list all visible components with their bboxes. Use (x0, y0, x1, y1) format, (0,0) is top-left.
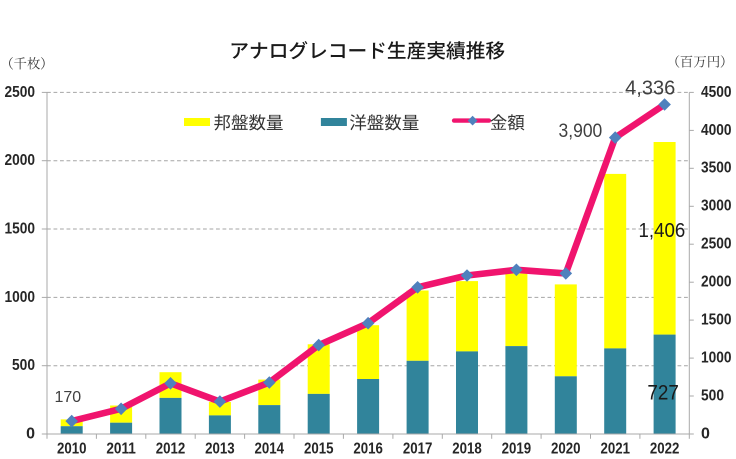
svg-text:4,336: 4,336 (625, 78, 675, 100)
svg-text:0: 0 (701, 425, 710, 442)
svg-text:500: 500 (701, 387, 724, 404)
svg-text:2500: 2500 (701, 236, 732, 253)
svg-text:2014: 2014 (255, 441, 285, 458)
svg-text:2019: 2019 (502, 441, 532, 458)
svg-text:1500: 1500 (5, 220, 36, 237)
svg-text:2016: 2016 (353, 441, 383, 458)
svg-text:2010: 2010 (57, 441, 87, 458)
svg-text:3000: 3000 (701, 198, 732, 215)
svg-text:2000: 2000 (701, 274, 732, 291)
svg-text:0: 0 (26, 425, 35, 442)
svg-text:2018: 2018 (452, 441, 482, 458)
svg-text:2013: 2013 (205, 441, 235, 458)
svg-text:2012: 2012 (156, 441, 186, 458)
svg-text:2011: 2011 (106, 441, 136, 458)
svg-text:1500: 1500 (701, 312, 732, 329)
svg-text:1000: 1000 (5, 289, 36, 306)
svg-text:2017: 2017 (403, 441, 433, 458)
svg-text:4000: 4000 (701, 122, 732, 139)
svg-text:2021: 2021 (600, 441, 630, 458)
svg-text:2015: 2015 (304, 441, 334, 458)
svg-text:170: 170 (54, 389, 81, 406)
svg-text:3,900: 3,900 (559, 121, 603, 142)
svg-text:2022: 2022 (650, 441, 680, 458)
svg-text:2020: 2020 (551, 441, 581, 458)
svg-text:1000: 1000 (701, 350, 732, 367)
svg-text:727: 727 (647, 381, 679, 404)
svg-text:1,406: 1,406 (639, 220, 686, 242)
svg-text:2500: 2500 (5, 84, 36, 101)
svg-text:3500: 3500 (701, 160, 732, 177)
svg-text:4500: 4500 (701, 84, 732, 101)
svg-text:500: 500 (12, 357, 35, 374)
svg-text:2000: 2000 (5, 152, 36, 169)
